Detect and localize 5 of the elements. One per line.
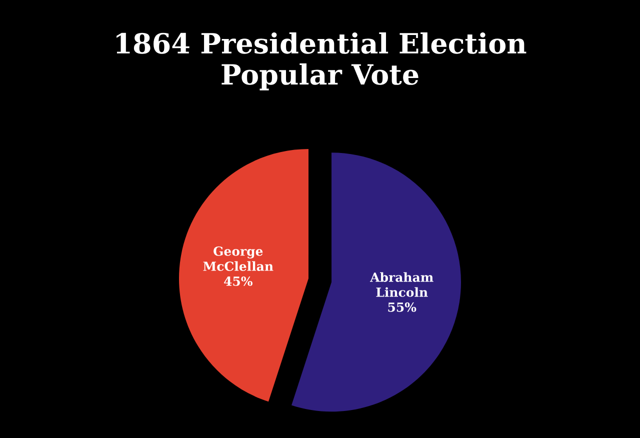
slice-label: Abraham Lincoln — [370, 272, 434, 297]
chart-title: 1864 Presidential Election Popular Vote — [116, 32, 526, 90]
data-label: 55% — [388, 302, 416, 312]
slice-label: George McClellan — [203, 246, 274, 271]
data-label: 45% — [224, 276, 252, 286]
